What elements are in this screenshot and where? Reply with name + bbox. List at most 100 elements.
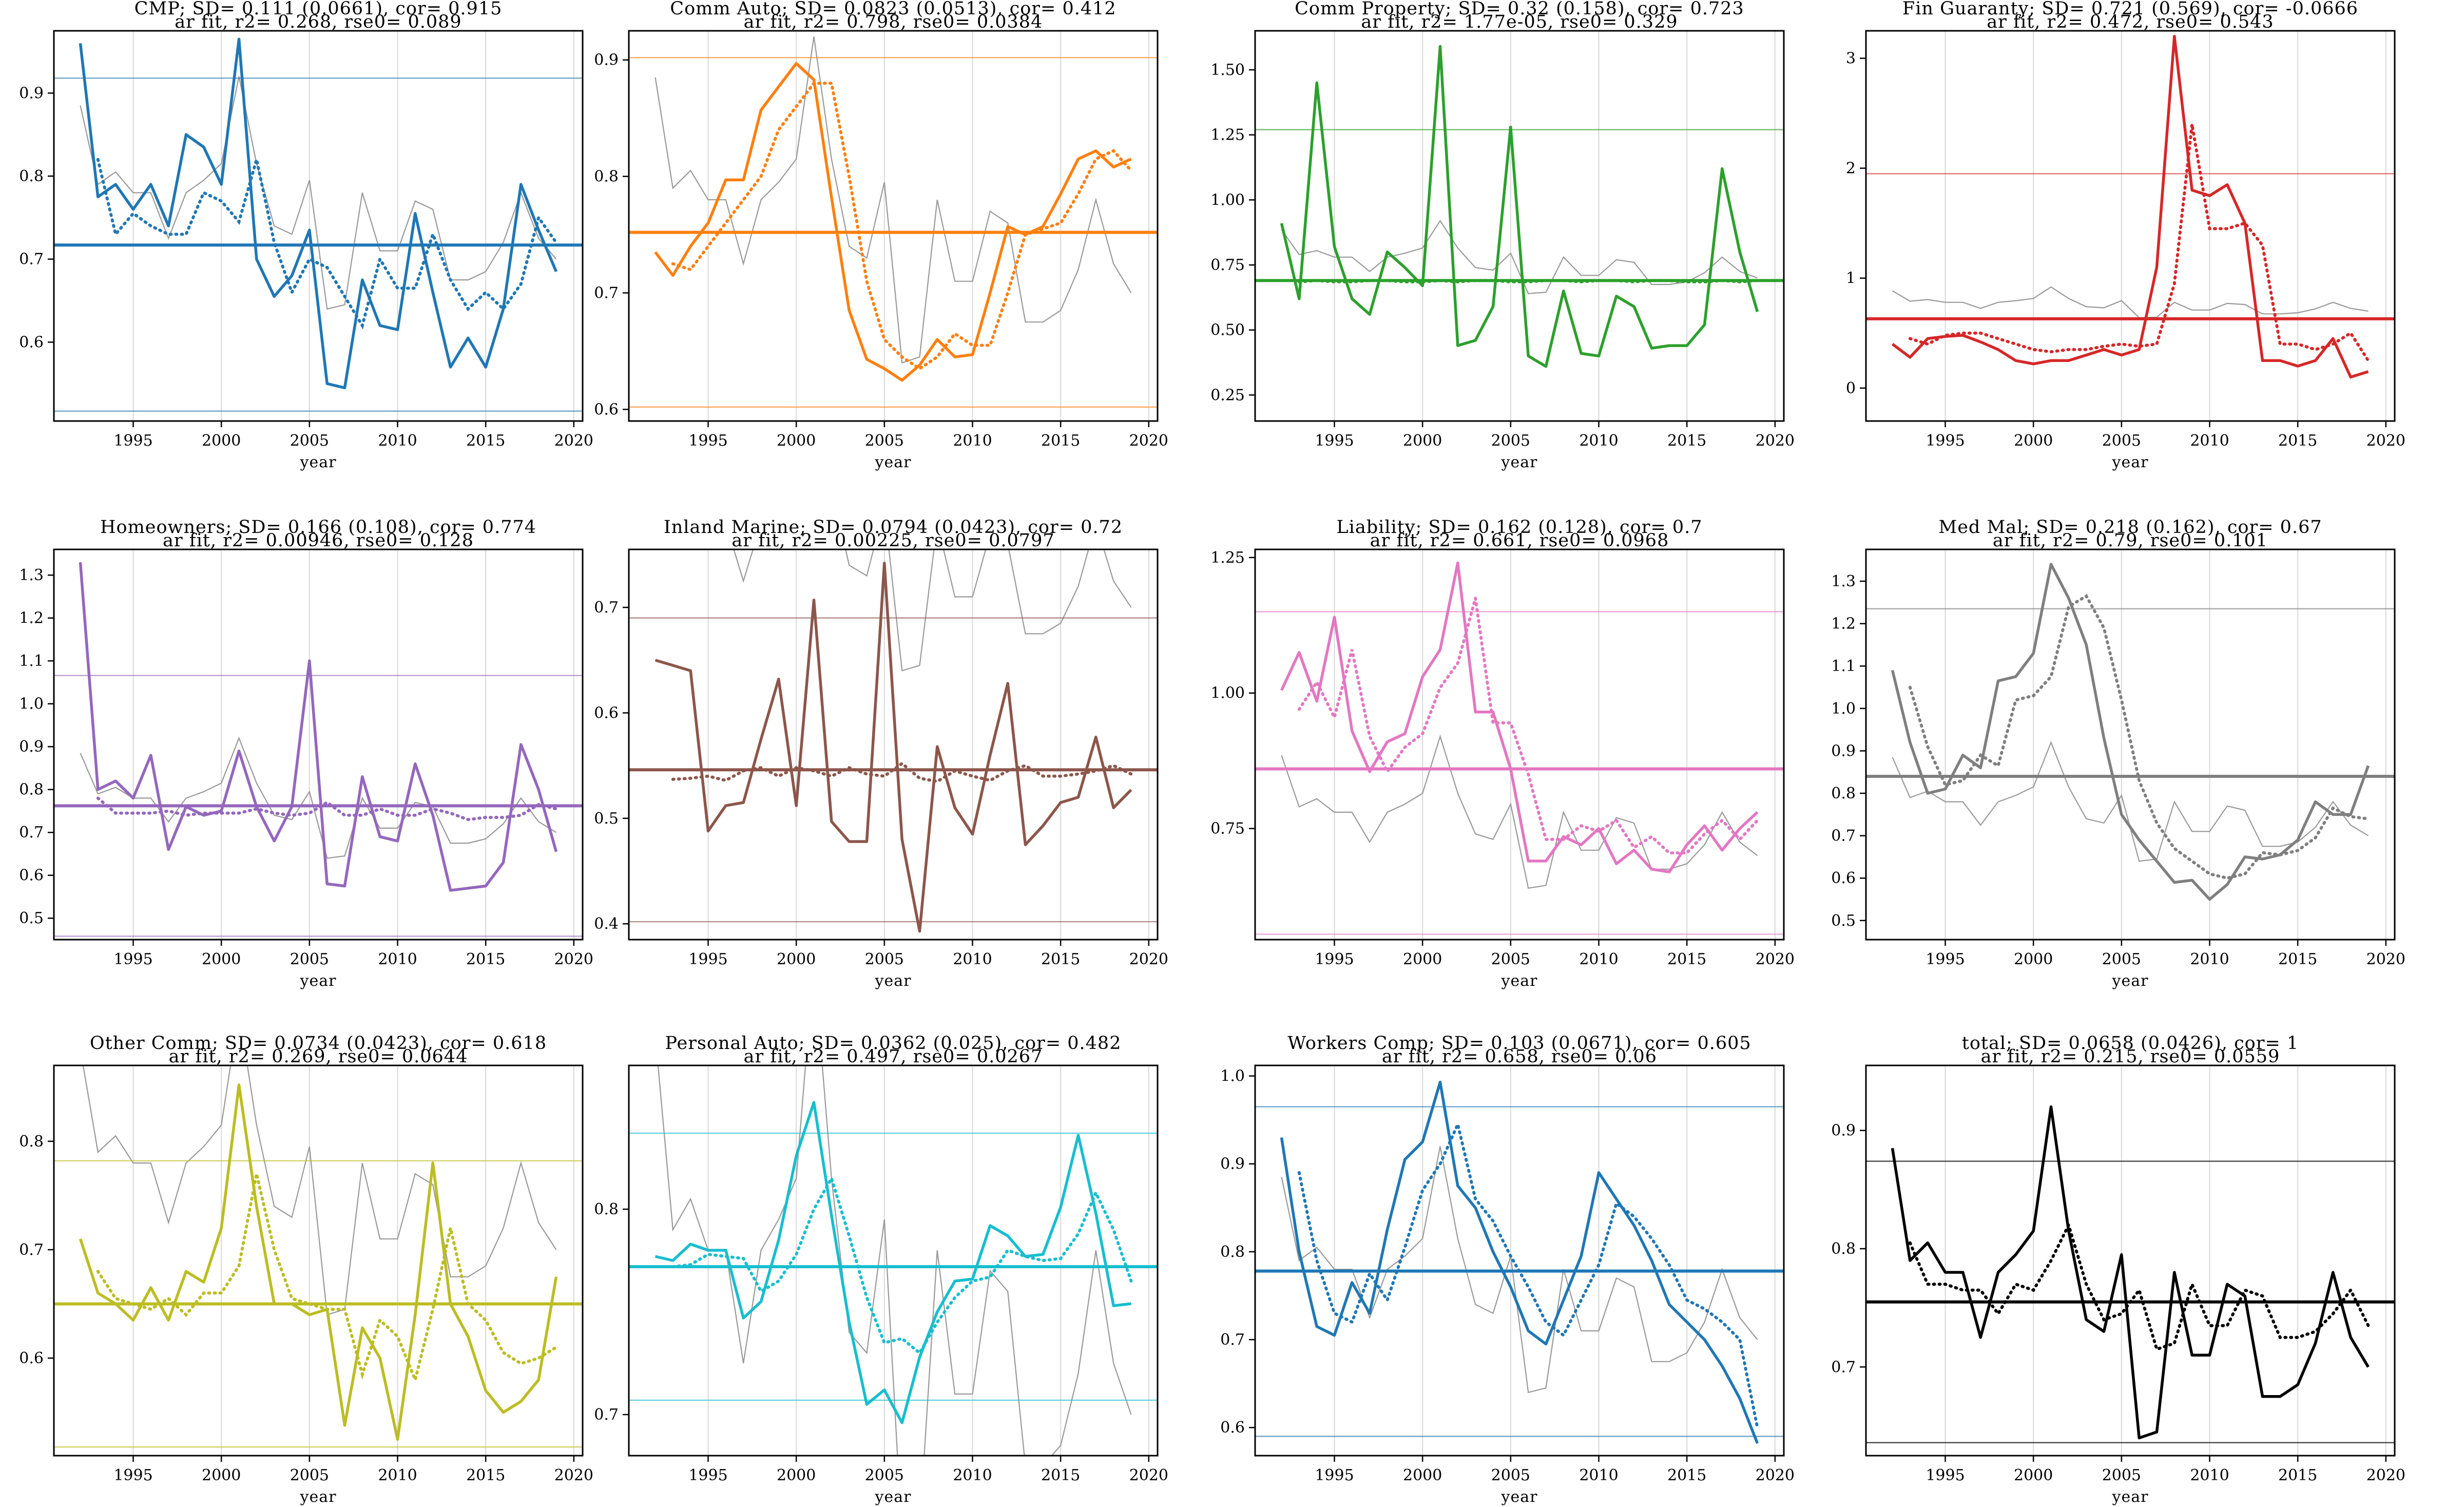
chart-svg: Personal Auto; SD= 0.0362 (0.025), cor= … — [594, 1033, 1168, 1506]
y-tick-label: 1 — [1846, 270, 1856, 288]
y-tick-label: 0.75 — [1210, 256, 1245, 274]
y-tick-label: 1.00 — [1210, 684, 1245, 702]
x-tick-label: 2020 — [1129, 950, 1168, 968]
y-tick-label: 0.9 — [1831, 742, 1856, 760]
x-axis-label: year — [300, 1488, 337, 1506]
x-axis-label: year — [875, 453, 912, 471]
x-tick-label: 2015 — [2278, 950, 2317, 968]
plot-area: Comm Property; SD= 0.32 (0.158), cor= 0.… — [1210, 0, 1795, 471]
x-tick-label: 1995 — [113, 1466, 152, 1484]
y-tick-label: 0.7 — [1831, 827, 1856, 845]
x-tick-label: 2005 — [290, 950, 329, 968]
plot-inner — [1866, 31, 2395, 421]
x-axis-label: year — [1501, 453, 1538, 471]
chart-title: Workers Comp; SD= 0.103 (0.0671), cor= 0… — [1287, 1033, 1751, 1054]
x-tick-label: 2015 — [1041, 432, 1080, 450]
plot-inner — [54, 549, 583, 940]
x-tick-label: 2000 — [1403, 432, 1442, 450]
y-tick-label: 1.0 — [19, 695, 44, 713]
x-tick-label: 1995 — [113, 950, 152, 968]
chart-title: Comm Auto; SD= 0.0823 (0.0513), cor= 0.4… — [670, 0, 1116, 19]
x-tick-label: 2010 — [2190, 1466, 2229, 1484]
x-tick-label: 2000 — [202, 432, 241, 450]
x-tick-label: 2000 — [1403, 950, 1442, 968]
chart-subtitle: ar fit, r2= 0.79, rse0= 0.101 — [1993, 530, 2268, 551]
y-tick-label: 0.8 — [1831, 785, 1856, 803]
fitted-series-line — [1297, 1119, 1759, 1429]
x-tick-label: 2015 — [2278, 432, 2317, 450]
x-tick-label: 2005 — [2102, 432, 2141, 450]
x-tick-label: 2020 — [554, 1466, 593, 1484]
y-tick-label: 0.6 — [19, 1349, 44, 1367]
x-tick-label: 2000 — [777, 950, 816, 968]
x-tick-label: 1995 — [688, 1466, 727, 1484]
y-tick-label: 1.0 — [1831, 700, 1856, 718]
y-tick-label: 0.5 — [1831, 912, 1856, 930]
chart-title: Inland Marine; SD= 0.0794 (0.0423), cor=… — [664, 517, 1123, 538]
plot-inner — [629, 549, 1158, 940]
x-tick-label: 2005 — [1491, 950, 1530, 968]
y-tick-label: 0.4 — [594, 915, 619, 933]
plot-area: Other Comm; SD= 0.0734 (0.0423), cor= 0.… — [19, 1033, 593, 1506]
chart-svg: Med Mal; SD= 0.218 (0.162), cor= 0.67ar … — [1831, 517, 2405, 990]
plot-frame — [1254, 548, 1785, 941]
chart-title: CMP; SD= 0.111 (0.0661), cor= 0.915 — [134, 0, 503, 19]
x-tick-label: 1995 — [688, 432, 727, 450]
x-tick-label: 2020 — [1756, 432, 1795, 450]
x-tick-label: 2015 — [1667, 432, 1706, 450]
chart-panel: CMP; SD= 0.111 (0.0661), cor= 0.915 ar fi… — [3, 0, 603, 472]
x-tick-label: 1995 — [113, 432, 152, 450]
chart-title: Med Mal; SD= 0.218 (0.162), cor= 0.67 — [1938, 517, 2322, 538]
x-tick-label: 2020 — [1756, 950, 1795, 968]
x-tick-label: 2020 — [1756, 1466, 1795, 1484]
total-series-line — [1281, 219, 1758, 294]
actual-series-line — [1280, 561, 1759, 873]
plot-inner — [629, 1065, 1158, 1456]
fitted-series-line — [1908, 594, 2370, 880]
chart-panel: Other Comm; SD= 0.0734 (0.0423), cor= 0.… — [3, 1033, 603, 1507]
chart-subtitle: ar fit, r2= 0.215, rse0= 0.0559 — [1981, 1046, 2280, 1067]
plot-frame — [1865, 1064, 2396, 1457]
x-tick-label: 2010 — [953, 432, 992, 450]
x-axis-label: year — [2112, 1488, 2149, 1506]
chart-panel: total; SD= 0.0658 (0.0426), cor= 1 ar fit… — [1815, 1033, 2415, 1507]
y-tick-label: 0.8 — [594, 168, 619, 186]
y-tick-label: 0.7 — [19, 1241, 44, 1259]
y-tick-label: 0.6 — [1831, 869, 1856, 887]
actual-series-line — [654, 1101, 1131, 1424]
x-tick-label: 2020 — [554, 432, 593, 450]
x-tick-label: 2015 — [466, 950, 505, 968]
y-tick-label: 0.9 — [1831, 1122, 1856, 1140]
chart-subtitle: ar fit, r2= 0.00946, rse0= 0.128 — [163, 530, 474, 551]
x-tick-label: 2000 — [2014, 950, 2053, 968]
plot-area: Personal Auto; SD= 0.0362 (0.025), cor= … — [594, 1033, 1168, 1506]
plot-area: total; SD= 0.0658 (0.0426), cor= 1ar fit… — [1831, 1033, 2405, 1506]
chart-svg: Inland Marine; SD= 0.0794 (0.0423), cor=… — [594, 517, 1168, 990]
x-tick-label: 2005 — [865, 1466, 904, 1484]
y-tick-label: 0.6 — [1220, 1419, 1245, 1437]
plot-inner — [629, 31, 1158, 421]
plot-area: Inland Marine; SD= 0.0794 (0.0423), cor=… — [594, 517, 1168, 990]
y-tick-label: 0.7 — [594, 599, 619, 617]
y-tick-label: 0.5 — [19, 909, 44, 927]
plot-frame — [1254, 30, 1785, 422]
x-tick-label: 2010 — [378, 950, 417, 968]
actual-series-line — [1280, 45, 1759, 368]
chart-panel: Homeowners; SD= 0.166 (0.108), cor= 0.77… — [3, 517, 603, 991]
x-tick-label: 1995 — [1315, 432, 1354, 450]
x-tick-label: 1995 — [688, 950, 727, 968]
chart-panel: Inland Marine; SD= 0.0794 (0.0423), cor=… — [578, 517, 1178, 991]
plot-inner — [54, 1065, 583, 1456]
chart-title: Other Comm; SD= 0.0734 (0.0423), cor= 0.… — [90, 1033, 547, 1054]
x-axis-label: year — [2112, 972, 2149, 990]
fitted-series-line — [96, 796, 558, 822]
y-tick-label: 1.1 — [19, 652, 44, 670]
chart-title: total; SD= 0.0658 (0.0426), cor= 1 — [1962, 1033, 2299, 1054]
total-series-line — [80, 76, 557, 310]
plot-area: Workers Comp; SD= 0.103 (0.0671), cor= 0… — [1220, 1033, 1795, 1506]
y-tick-label: 1.0 — [1220, 1067, 1245, 1085]
y-tick-label: 0.7 — [19, 824, 44, 842]
y-tick-label: 1.3 — [19, 566, 44, 584]
chart-svg: total; SD= 0.0658 (0.0426), cor= 1ar fit… — [1831, 1033, 2405, 1506]
